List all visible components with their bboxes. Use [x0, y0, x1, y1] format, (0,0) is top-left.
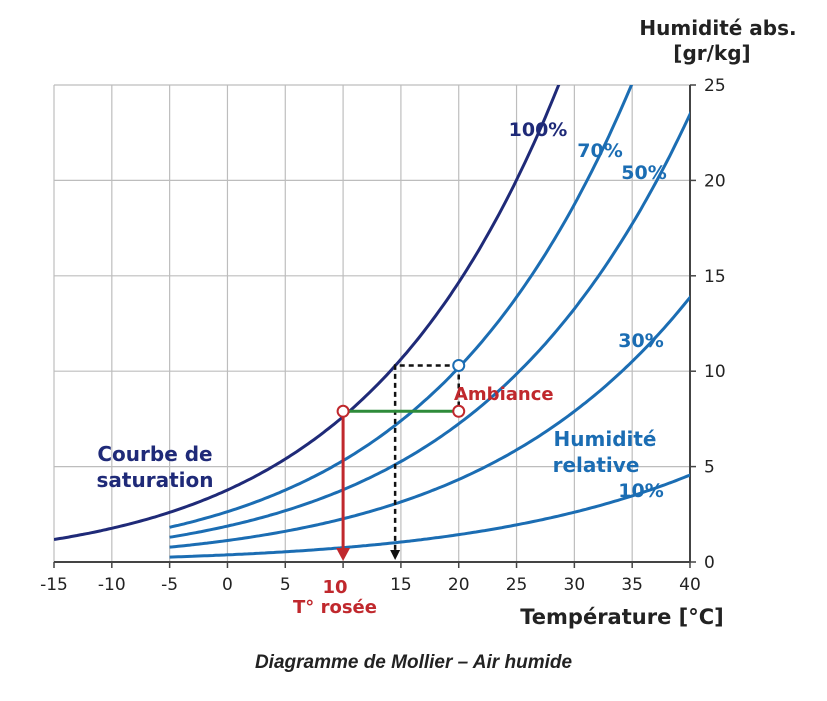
y-tick-label-2: 10 — [704, 362, 726, 382]
x-axis-label: Température [°C] — [520, 605, 723, 629]
ambiance-point — [452, 404, 466, 418]
x-tick-label-10: 35 — [621, 575, 643, 595]
x-tick-label-3: 0 — [222, 575, 233, 595]
rh-curves — [54, 85, 690, 559]
x-tick-label-9: 30 — [564, 575, 586, 595]
series-label-10: 10% — [618, 480, 663, 502]
series-line-100 — [54, 85, 561, 541]
series-label-100: 100% — [509, 119, 568, 141]
dew-point-arrowhead — [336, 548, 351, 561]
rh-label-line1: Humidité — [554, 427, 657, 451]
series-label-50: 50% — [621, 162, 666, 184]
labels: Humidité abs. [gr/kg] Température [°C] C… — [97, 16, 797, 629]
series-line-10 — [169, 473, 690, 559]
y-tick-label-1: 5 — [704, 458, 715, 478]
projection-arrowhead — [390, 550, 401, 560]
figure-caption: Diagramme de Mollier – Air humide — [254, 652, 573, 673]
x-tick-label-7: 20 — [448, 575, 470, 595]
x-tick-label-11: 40 — [679, 575, 701, 595]
y-axis-label-line2: [gr/kg] — [673, 41, 750, 65]
series-line-30 — [169, 294, 690, 549]
series-label-70: 70% — [577, 140, 622, 162]
x-tick-label-0: -15 — [40, 575, 68, 595]
markers — [336, 358, 466, 561]
x-tick-label-8: 25 — [506, 575, 528, 595]
dew-point — [336, 404, 350, 418]
saturation-label-line2: saturation — [97, 468, 214, 492]
x-tick-label-6: 15 — [390, 575, 412, 595]
dew-point-label: T° rosée — [293, 597, 377, 618]
y-tick-label-3: 15 — [704, 267, 726, 287]
ambiance-label: Ambiance — [454, 384, 554, 405]
x-tick-label-1: -10 — [98, 575, 126, 595]
saturation-label-line1: Courbe de — [97, 442, 212, 466]
saturated-point — [452, 358, 466, 372]
x-tick-label-2: -5 — [161, 575, 178, 595]
series-label-30: 30% — [618, 330, 663, 352]
x-tick-label-4: 5 — [280, 575, 291, 595]
rh-label-line2: relative — [553, 453, 640, 477]
y-axis-label-line1: Humidité abs. — [639, 16, 796, 40]
projection-dashed-line — [393, 364, 459, 554]
y-tick-label-5: 25 — [704, 76, 726, 96]
dew-value-label: 10 — [322, 577, 347, 598]
y-tick-label-4: 20 — [704, 171, 726, 191]
series-line-50 — [169, 110, 690, 539]
y-tick-label-0: 0 — [704, 553, 715, 573]
series-line-70 — [169, 85, 634, 529]
